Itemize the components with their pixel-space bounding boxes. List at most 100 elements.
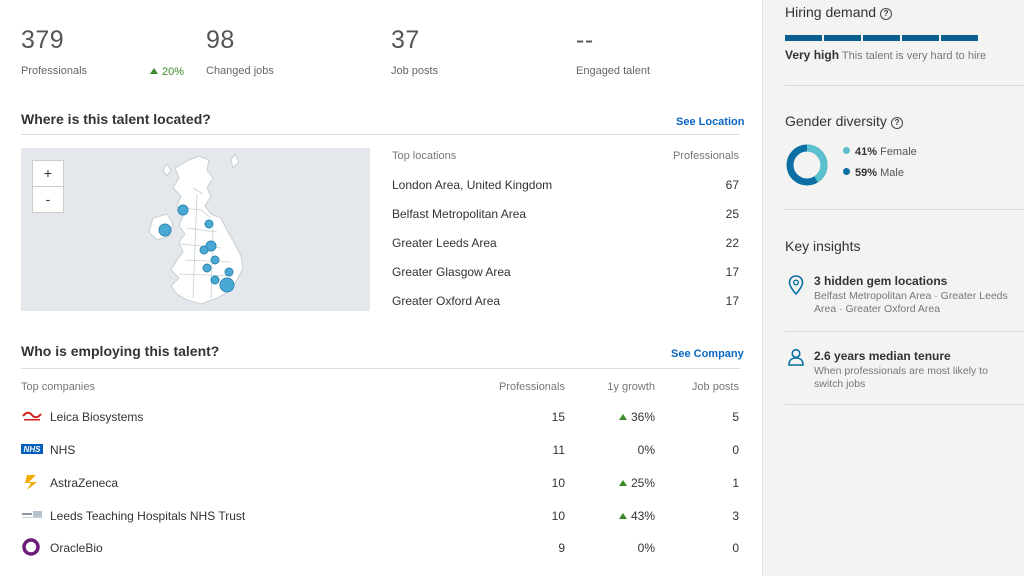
insight-title: 3 hidden gem locations: [814, 274, 948, 288]
location-row[interactable]: London Area, United Kingdom 67: [392, 178, 739, 192]
up-arrow-icon: [618, 480, 627, 486]
company-job-posts: 1: [732, 476, 739, 490]
stat-label: Engaged talent: [576, 65, 651, 77]
leica-logo-icon: [22, 411, 42, 421]
growth-value: 25%: [630, 476, 655, 490]
company-professionals: 10: [551, 476, 565, 490]
map-marker[interactable]: [199, 245, 209, 255]
hiring-demand-title: Hiring demand?: [785, 4, 893, 20]
divider: [785, 404, 1024, 405]
growth-value: 36%: [630, 410, 655, 424]
map-marker[interactable]: [202, 263, 212, 273]
insight-subtitle: Belfast Metropolitan Area · Greater Leed…: [814, 290, 1008, 315]
leeds-hospitals-logo-icon: [22, 511, 42, 518]
column-header-growth: 1y growth: [607, 381, 655, 393]
growth-indicator: 20%: [150, 66, 184, 78]
stat-professionals: 379 Professionals: [21, 26, 87, 77]
company-growth: 0%: [637, 443, 655, 457]
stat-changed-jobs: 98 Changed jobs: [206, 26, 274, 77]
location-row[interactable]: Belfast Metropolitan Area 25: [392, 207, 739, 221]
stat-label: Job posts: [391, 65, 439, 77]
legend-male: 59% Male: [843, 167, 904, 179]
up-arrow-icon: [618, 414, 627, 420]
location-row[interactable]: Greater Oxford Area 17: [392, 294, 739, 308]
up-arrow-icon: [150, 68, 158, 74]
company-row[interactable]: OracleBio 9 0% 0: [21, 538, 741, 559]
column-header-professionals: Professionals: [672, 150, 739, 162]
column-header-professionals: Professionals: [498, 381, 565, 393]
map-marker[interactable]: [210, 255, 220, 265]
company-row[interactable]: AstraZeneca 10 25% 1: [21, 474, 741, 494]
stat-value: 98: [206, 26, 235, 54]
divider: [785, 331, 1024, 332]
column-header-companies: Top companies: [21, 381, 95, 393]
demand-bar-segment: [824, 35, 861, 41]
stat-engaged-talent: -- Engaged talent: [576, 26, 650, 77]
location-row[interactable]: Greater Glasgow Area 17: [392, 265, 739, 279]
company-row[interactable]: NHS NHS 11 0% 0: [21, 441, 741, 461]
map-marker[interactable]: [224, 267, 234, 277]
uk-map-graphic: [148, 153, 244, 305]
oraclebio-logo-icon: [22, 538, 40, 556]
map-marker[interactable]: [158, 223, 172, 237]
see-location-link[interactable]: See Location: [676, 116, 745, 128]
see-company-link[interactable]: See Company: [671, 348, 744, 360]
demand-bar-segment: [941, 35, 978, 41]
map-marker[interactable]: [219, 277, 235, 293]
map-marker[interactable]: [204, 219, 214, 229]
insights-panel: Hiring demand? Very high This talent is …: [762, 0, 1024, 576]
location-map[interactable]: + -: [21, 148, 370, 311]
location-value: 17: [725, 294, 739, 308]
divider: [21, 134, 740, 135]
location-name: Greater Oxford Area: [392, 294, 501, 308]
location-value: 67: [725, 178, 739, 192]
company-growth: 43%: [618, 509, 655, 523]
stat-value: --: [576, 26, 594, 54]
company-row[interactable]: Leica Biosystems 15 36% 5: [21, 408, 741, 428]
female-arc: [786, 144, 828, 186]
map-marker[interactable]: [177, 204, 189, 216]
hiring-demand-text: Very high This talent is very hard to hi…: [785, 48, 986, 62]
female-dot-icon: [843, 147, 850, 154]
stat-label: Professionals: [21, 65, 88, 77]
company-professionals: 11: [552, 443, 565, 457]
growth-value: 20%: [162, 66, 185, 78]
hiring-demand-label: Hiring demand: [785, 4, 877, 20]
female-pct: 41%: [855, 146, 878, 158]
legend-female: 41% Female: [843, 146, 917, 158]
company-name: NHS: [50, 443, 76, 457]
zoom-in-button[interactable]: +: [32, 160, 64, 187]
zoom-out-button[interactable]: -: [32, 186, 64, 213]
company-row[interactable]: Leeds Teaching Hospitals NHS Trust 10 43…: [21, 507, 741, 527]
location-value: 22: [725, 236, 739, 250]
gender-diversity-title: Gender diversity?: [785, 113, 903, 129]
astrazeneca-logo-icon: [25, 475, 37, 490]
location-row[interactable]: Greater Leeds Area 22: [392, 236, 739, 250]
hiring-demand-desc: This talent is very hard to hire: [841, 50, 987, 62]
company-job-posts: 5: [732, 410, 739, 424]
companies-section-title: Who is employing this talent?: [21, 343, 220, 359]
column-header-locations: Top locations: [392, 150, 457, 162]
location-value: 25: [725, 207, 739, 221]
help-icon[interactable]: ?: [880, 8, 893, 20]
up-arrow-icon: [618, 513, 627, 519]
location-name: Belfast Metropolitan Area: [392, 207, 527, 221]
divider: [785, 209, 1024, 210]
insight-subtitle: When professionals are most likely to sw…: [814, 365, 988, 390]
column-header-job-posts: Job posts: [691, 381, 739, 393]
location-name: London Area, United Kingdom: [392, 178, 553, 192]
help-icon[interactable]: ?: [890, 117, 903, 129]
person-icon: [788, 348, 804, 366]
gender-donut-chart: [786, 144, 828, 186]
company-name: OracleBio: [50, 541, 103, 555]
map-marker[interactable]: [210, 275, 220, 285]
company-job-posts: 0: [732, 443, 739, 457]
gender-diversity-label: Gender diversity: [785, 113, 887, 129]
stat-label: Changed jobs: [206, 65, 274, 77]
company-professionals: 10: [551, 509, 565, 523]
stat-value: 379: [21, 26, 65, 54]
male-pct: 59%: [855, 167, 878, 179]
growth-value: 43%: [630, 509, 655, 523]
company-professionals: 15: [551, 410, 565, 424]
demand-bar-segment: [785, 35, 822, 41]
